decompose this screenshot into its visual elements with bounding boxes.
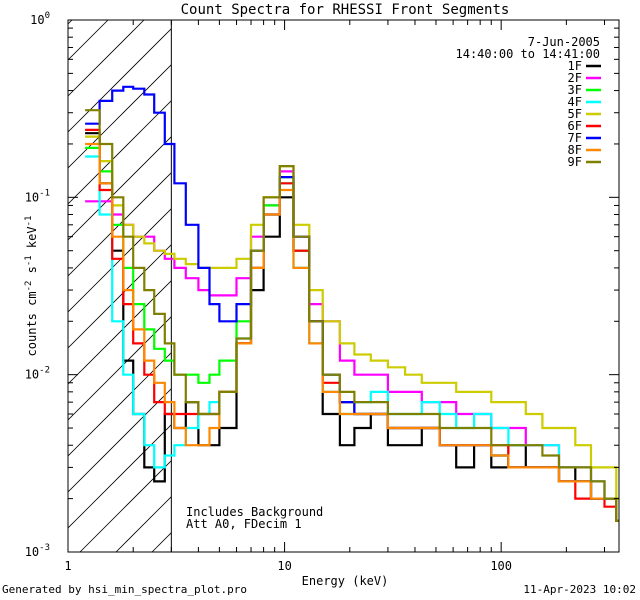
y-tick-label-exp: -2 — [39, 366, 50, 376]
hatch-line — [68, 20, 145, 97]
x-tick-label: 1 — [64, 559, 71, 573]
y-tick-label-base: 10 — [30, 13, 44, 27]
y-tick-label-base: 10 — [25, 368, 39, 382]
hatch-line — [79, 460, 172, 552]
hatch-line — [68, 424, 172, 529]
y-tick-label-exp: 0 — [45, 11, 50, 21]
y-tick-label: 10-3 — [25, 543, 50, 559]
legend-label-6F: 6F — [568, 119, 582, 133]
legend-label-2F: 2F — [568, 71, 582, 85]
x-tick-label: 10 — [277, 559, 291, 573]
hatch-line — [68, 100, 172, 205]
footer-generated-by: Generated by hsi_min_spectra_plot.pro — [2, 583, 248, 596]
footer-timestamp: 11-Apr-2023 10:02 — [523, 583, 636, 596]
chart-title: Count Spectra for RHESSI Front Segments — [181, 2, 510, 18]
hatch-line — [68, 244, 172, 349]
y-label-base: counts cm — [25, 291, 39, 356]
legend-label-7F: 7F — [568, 131, 582, 145]
legend-time-range: 14:40:00 to 14:41:00 — [456, 47, 601, 61]
hatch-line — [68, 208, 172, 313]
y-tick-label-base: 10 — [25, 190, 39, 204]
y-label-exp3: -1 — [24, 216, 34, 227]
hatch-line — [68, 388, 172, 493]
legend-label-9F: 9F — [568, 155, 582, 169]
y-tick-label: 10-1 — [25, 188, 50, 204]
hatch-line — [68, 64, 172, 169]
hatched-region — [68, 20, 172, 552]
annotation-attenuator: Att A0, FDecim 1 — [186, 517, 302, 531]
legend-label-4F: 4F — [568, 95, 582, 109]
legend: 7-Jun-2005 14:40:00 to 14:41:00 1F2F3F4F… — [456, 35, 601, 169]
y-axis-label: counts cm-2 s-1 keV-1 — [24, 216, 39, 357]
x-axis-label: Energy (keV) — [302, 574, 389, 588]
annotation-background: Includes Background — [186, 505, 323, 519]
hatch-line — [68, 136, 172, 241]
legend-label-8F: 8F — [568, 143, 582, 157]
hatch-line — [68, 20, 109, 61]
legend-date: 7-Jun-2005 — [528, 35, 600, 49]
legend-label-3F: 3F — [568, 83, 582, 97]
y-tick-label-exp: -1 — [39, 188, 50, 198]
hatch-line — [68, 28, 172, 133]
series-9F — [85, 109, 619, 522]
plot-frame — [67, 19, 620, 553]
axis-ticks — [67, 20, 619, 553]
y-label-exp2: -1 — [24, 255, 34, 266]
x-tick-labels: 1 10 100 — [64, 559, 512, 573]
y-tick-label-base: 10 — [25, 545, 39, 559]
y-tick-label: 100 — [30, 11, 50, 27]
series-layer — [85, 85, 619, 522]
legend-label-1F: 1F — [568, 59, 582, 73]
hatch-line — [68, 20, 73, 25]
y-tick-label-exp: -3 — [39, 543, 50, 553]
hatch-line — [151, 532, 172, 552]
y-tick-label: 10-2 — [25, 366, 50, 382]
y-label-mid2: keV — [25, 226, 39, 255]
x-tick-label: 100 — [490, 559, 512, 573]
y-label-exp1: -2 — [24, 281, 34, 292]
legend-label-5F: 5F — [568, 107, 582, 121]
y-label-mid: s — [25, 266, 39, 280]
hatch-line — [115, 496, 172, 552]
